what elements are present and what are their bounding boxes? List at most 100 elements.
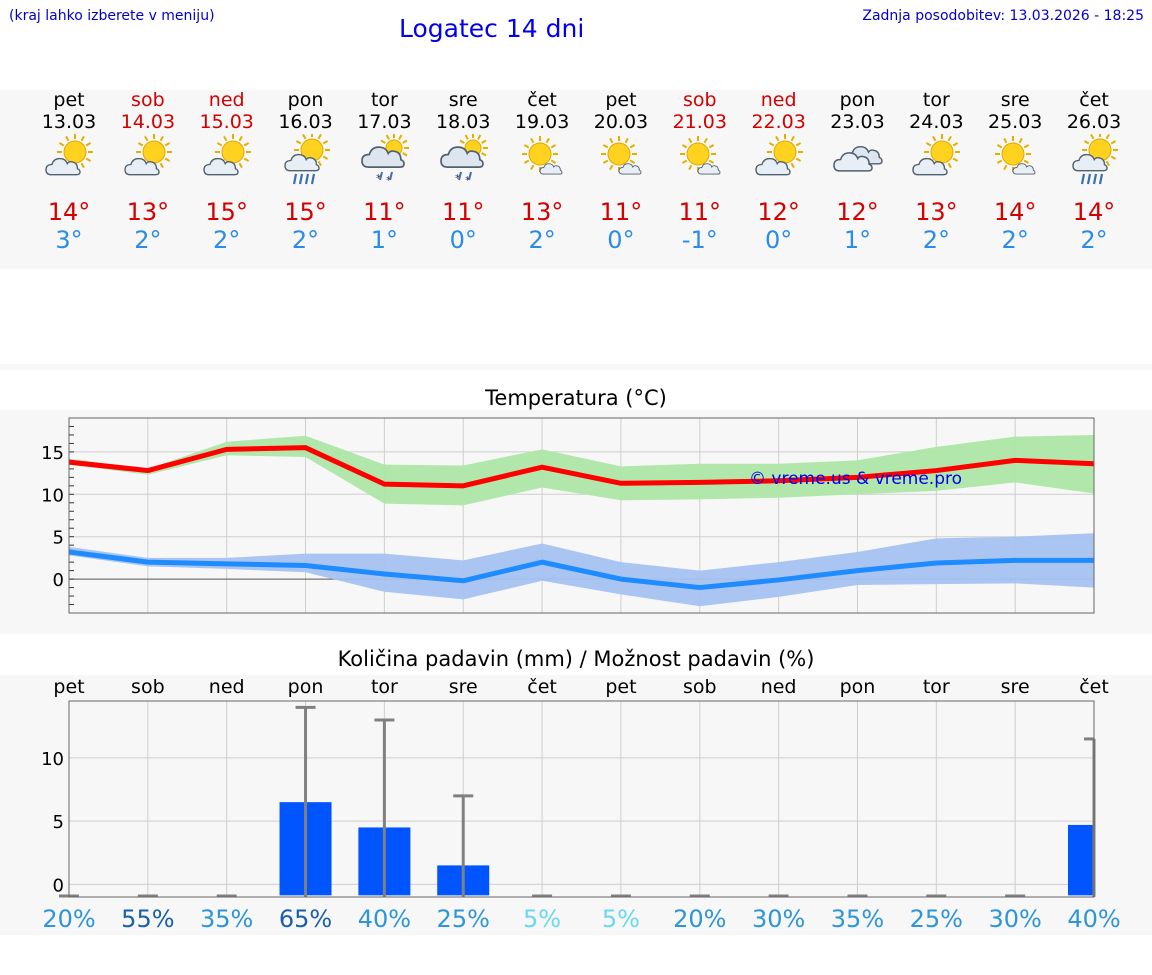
location-hint[interactable]: (kraj lahko izberete v meniju) <box>9 8 215 24</box>
cloudy-sleet-icon: * * <box>437 133 489 190</box>
precip-probability: 20% <box>42 905 95 933</box>
precip-probability: 25% <box>437 905 490 933</box>
mostly-sunny-icon <box>595 134 647 190</box>
watermark: © vreme.us & vreme.pro <box>749 469 962 489</box>
max-temp: 15° <box>205 198 248 226</box>
x-category-label: sre <box>1001 676 1030 698</box>
precip-probability: 30% <box>988 905 1041 933</box>
max-temp: 12° <box>836 198 879 226</box>
precip-probability: 5% <box>602 905 640 933</box>
day-name: sob <box>683 89 717 111</box>
svg-text:*: * <box>455 172 461 185</box>
max-temp: 11° <box>599 198 643 226</box>
y-tick-label: 15 <box>41 443 64 464</box>
precip-probability: 65% <box>279 905 332 933</box>
day-date: 13.03 <box>41 111 97 133</box>
min-temp: 2° <box>213 226 241 254</box>
day-name: čet <box>1079 89 1109 111</box>
day-name: čet <box>527 89 557 111</box>
day-date: 14.03 <box>120 111 176 133</box>
day-date: 21.03 <box>672 111 727 133</box>
plot-border <box>68 700 1095 898</box>
svg-text:*: * <box>465 174 471 187</box>
partly-cloudy-icon <box>910 134 962 190</box>
precip-probability: 5% <box>523 905 561 933</box>
plot-area <box>69 701 1094 897</box>
day-name: sob <box>131 89 165 111</box>
day-name: tor <box>370 89 398 111</box>
y-tick-label: 0 <box>53 570 64 591</box>
min-temp: 3° <box>55 226 83 254</box>
max-temp: 11° <box>363 198 406 226</box>
daily-forecast: pet 13.03 14° 3° sob 14.03 13° 2° ned 15… <box>0 90 1152 269</box>
day-date: 25.03 <box>987 111 1043 133</box>
precip-probability: 35% <box>200 905 253 933</box>
max-temp: 13° <box>520 198 564 226</box>
min-temp: 2° <box>134 226 162 254</box>
min-temp: 0° <box>449 226 477 254</box>
y-tick-label: 10 <box>41 749 64 770</box>
partly-cloudy-icon <box>201 134 253 190</box>
min-temp: 0° <box>607 226 635 254</box>
y-tick-label: 5 <box>53 528 64 549</box>
min-temp: 0° <box>765 226 793 254</box>
day-date: 24.03 <box>909 111 964 133</box>
y-tick-label: 10 <box>41 485 64 506</box>
min-temp: 1° <box>843 226 872 254</box>
min-temp: 2° <box>922 226 950 254</box>
x-category-label: ned <box>761 676 797 698</box>
max-range-band <box>69 434 1094 506</box>
x-category-label: pet <box>53 676 84 698</box>
day-name: pon <box>839 89 876 111</box>
precip-probability: 20% <box>673 905 726 933</box>
x-category-label: tor <box>371 676 398 698</box>
y-tick-label: 5 <box>53 812 64 833</box>
partly-cloudy-icon <box>43 134 95 190</box>
day-name: pet <box>53 89 85 111</box>
precip-probability: 25% <box>910 905 963 933</box>
x-category-label: ned <box>209 676 245 698</box>
max-temp: 12° <box>757 198 800 226</box>
day-date: 23.03 <box>830 111 885 133</box>
day-name: sre <box>1000 89 1030 111</box>
day-date: 16.03 <box>278 111 333 133</box>
precip-probability: 35% <box>831 905 884 933</box>
day-date: 18.03 <box>436 111 491 133</box>
x-category-label: sre <box>449 676 478 698</box>
x-category-label: pon <box>288 676 324 698</box>
svg-text:*: * <box>386 174 392 187</box>
min-temp: 2° <box>1080 226 1108 254</box>
min-temp-line <box>68 549 1094 591</box>
day-date: 20.03 <box>593 111 649 133</box>
min-temp: 1° <box>370 226 399 254</box>
x-category-label: sob <box>131 676 165 698</box>
precip-bar <box>1068 824 1094 896</box>
precip-probability: 40% <box>358 905 411 933</box>
day-name: sre <box>448 89 478 111</box>
min-temp: -1° <box>681 226 718 254</box>
partly-cloudy-icon <box>122 134 174 190</box>
day-name: tor <box>922 89 950 111</box>
min-temp: 2° <box>1001 226 1029 254</box>
min-temp: 2° <box>291 226 320 254</box>
mostly-sunny-icon <box>674 134 726 190</box>
day-name: pon <box>287 89 324 111</box>
day-name: ned <box>760 89 797 111</box>
x-category-label: pon <box>840 676 876 698</box>
day-name: pet <box>605 89 637 111</box>
max-temp: 14° <box>47 198 91 226</box>
max-temp: 14° <box>993 198 1037 226</box>
x-category-label: čet <box>527 676 557 698</box>
y-tick-label: 0 <box>53 875 64 896</box>
day-date: 15.03 <box>199 111 254 133</box>
sun-cloud-rain-icon <box>280 132 332 190</box>
mostly-sunny-icon <box>516 134 568 190</box>
precip-probability: 30% <box>752 905 805 933</box>
max-temp-line <box>68 445 1095 489</box>
plot-border <box>68 417 1095 614</box>
x-category-label: sob <box>683 676 717 698</box>
x-category-label: čet <box>1079 676 1109 698</box>
page-title: Logatec 14 dni <box>399 14 585 43</box>
max-temp: 14° <box>1072 198 1116 226</box>
max-temp: 11° <box>441 198 485 226</box>
